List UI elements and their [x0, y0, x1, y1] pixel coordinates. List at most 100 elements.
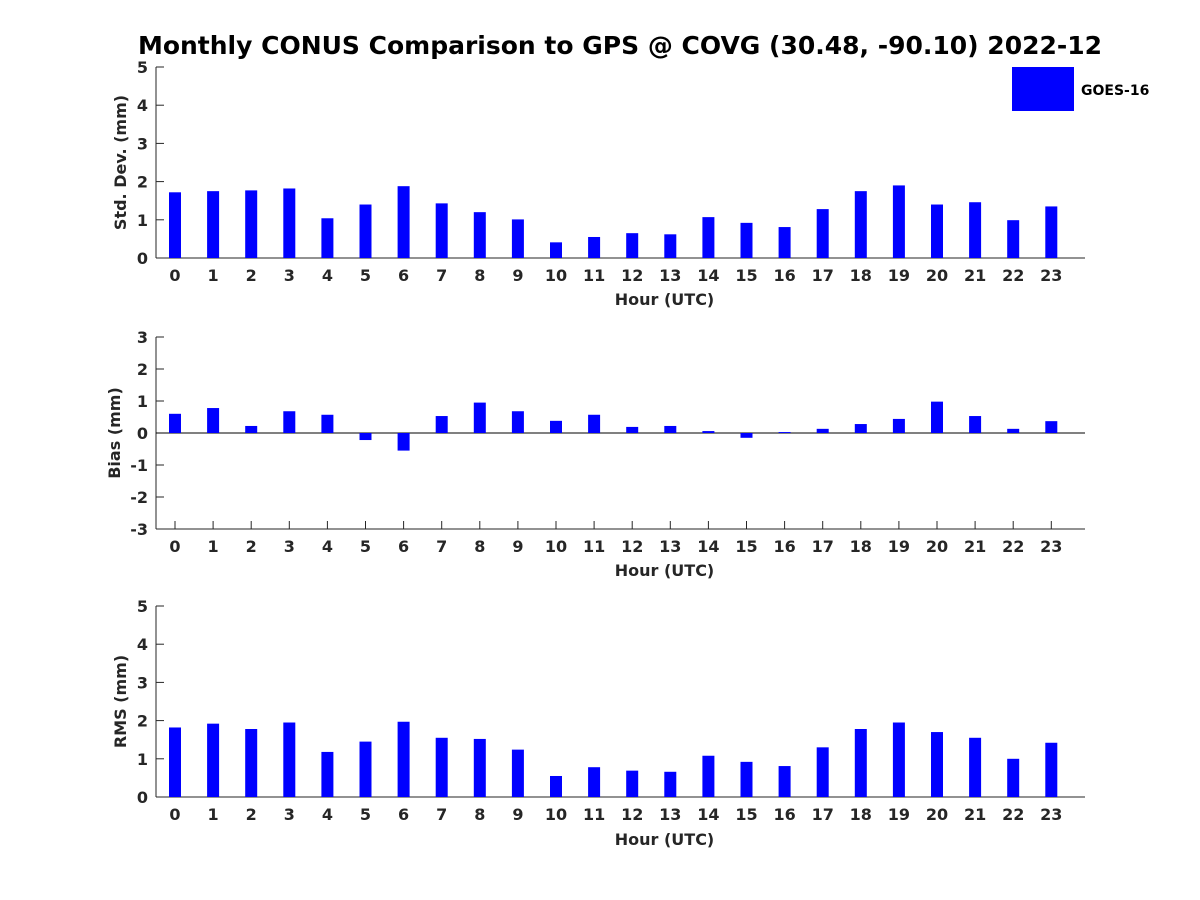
x-tick-label: 1 [208, 805, 219, 824]
x-tick-label: 8 [474, 266, 485, 285]
bar-hour-0 [169, 727, 181, 797]
x-tick-label: 7 [436, 537, 447, 556]
bar-hour-8 [473, 402, 486, 433]
x-tick-label: 18 [850, 266, 872, 285]
x-tick-label: 3 [284, 266, 295, 285]
y-tick-label: -1 [130, 456, 148, 475]
bar-hour-17 [816, 428, 829, 433]
x-tick-label: 6 [398, 266, 409, 285]
x-tick-label: 11 [583, 537, 605, 556]
y-tick-label: 1 [137, 211, 148, 230]
x-tick-label: 20 [926, 266, 948, 285]
bar-hour-6 [397, 186, 410, 258]
x-tick-label: 4 [322, 266, 333, 285]
bar-hour-6 [397, 433, 410, 451]
bar-hour-7 [435, 737, 448, 797]
x-tick-label: 3 [284, 805, 295, 824]
y-tick-label: 0 [137, 788, 148, 807]
bar-hour-11 [588, 767, 601, 797]
y-tick-label: 3 [137, 328, 148, 347]
bar-hour-3 [283, 188, 296, 258]
x-tick-label: 5 [360, 537, 371, 556]
y-tick-label: 5 [137, 58, 148, 77]
y-axis-label: RMS (mm) [111, 655, 130, 748]
x-tick-label: 23 [1040, 266, 1062, 285]
x-tick-label: 12 [621, 266, 643, 285]
bar-hour-14 [702, 431, 715, 433]
y-axis-label: Bias (mm) [105, 387, 124, 479]
x-tick-label: 14 [697, 805, 719, 824]
x-axis-label: Hour (UTC) [615, 561, 715, 580]
x-tick-label: 1 [208, 537, 219, 556]
x-tick-label: 2 [246, 805, 257, 824]
bar-hour-4 [321, 414, 334, 433]
x-tick-label: 15 [735, 805, 757, 824]
bar-hour-14 [702, 755, 715, 797]
x-tick-label: 1 [208, 266, 219, 285]
x-tick-label: 8 [474, 537, 485, 556]
bar-hour-20 [931, 204, 943, 258]
bar-hour-13 [664, 771, 677, 797]
bar-hour-21 [969, 737, 982, 797]
bar-hour-17 [816, 209, 829, 258]
x-tick-label: 17 [812, 537, 834, 556]
legend: GOES-16 [1012, 67, 1149, 111]
y-tick-label: 3 [137, 134, 148, 153]
x-tick-label: 13 [659, 805, 681, 824]
x-tick-label: 6 [398, 805, 409, 824]
x-tick-label: 0 [169, 805, 180, 824]
x-tick-label: 18 [850, 537, 872, 556]
x-axis-label: Hour (UTC) [615, 830, 715, 849]
y-tick-label: 1 [137, 392, 148, 411]
bar-hour-9 [511, 749, 524, 797]
x-tick-label: 22 [1002, 805, 1024, 824]
bar-hour-22 [1007, 220, 1020, 258]
bar-hour-19 [892, 185, 905, 258]
x-tick-label: 7 [436, 805, 447, 824]
bar-hour-22 [1007, 758, 1020, 797]
bar-hour-19 [892, 722, 905, 797]
x-tick-label: 10 [545, 266, 567, 285]
x-tick-label: 18 [850, 805, 872, 824]
y-tick-label: 1 [137, 750, 148, 769]
x-tick-label: 20 [926, 537, 948, 556]
x-tick-label: 16 [773, 537, 795, 556]
bar-hour-15 [740, 761, 753, 797]
bar-hour-1 [207, 723, 220, 797]
x-tick-label: 9 [512, 266, 523, 285]
bar-hour-7 [435, 203, 448, 258]
bar-hour-14 [702, 217, 715, 258]
x-tick-label: 20 [926, 805, 948, 824]
bar-hour-0 [169, 413, 181, 433]
x-tick-label: 13 [659, 266, 681, 285]
x-tick-label: 0 [169, 537, 180, 556]
x-tick-label: 17 [812, 266, 834, 285]
bar-hour-7 [435, 416, 448, 433]
bar-hour-12 [626, 770, 639, 797]
x-axis-label: Hour (UTC) [615, 290, 715, 309]
x-tick-label: 10 [545, 805, 567, 824]
y-axis-label: Std. Dev. (mm) [111, 95, 130, 230]
bar-hour-1 [207, 408, 220, 433]
bar-hour-9 [511, 219, 524, 258]
x-tick-label: 19 [888, 537, 910, 556]
bar-hour-5 [359, 741, 372, 797]
bar-hour-16 [778, 432, 791, 433]
bar-hour-11 [588, 414, 601, 433]
bar-hour-4 [321, 751, 334, 797]
x-tick-label: 22 [1002, 266, 1024, 285]
bar-hour-10 [550, 420, 562, 433]
bar-hour-4 [321, 218, 334, 258]
bar-hour-15 [740, 222, 753, 258]
bar-hour-16 [778, 227, 791, 258]
bar-hour-2 [245, 729, 258, 797]
x-tick-label: 4 [322, 805, 333, 824]
bar-hour-19 [892, 418, 905, 433]
bar-hour-21 [969, 416, 982, 433]
x-tick-label: 0 [169, 266, 180, 285]
